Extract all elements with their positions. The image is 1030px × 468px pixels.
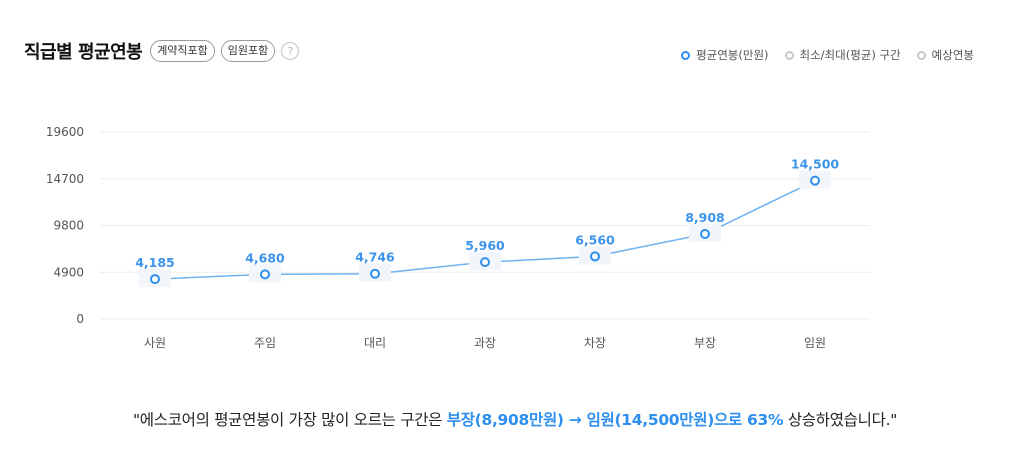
y-tick-label: 0 [76, 312, 84, 326]
y-tick-label: 9800 [53, 219, 84, 233]
summary-suffix: 상승하였습니다." [783, 411, 898, 429]
data-label: 4,680 [245, 250, 285, 265]
legend-label: 최소/최대(평균) 구간 [799, 48, 901, 62]
legend-dot-icon [681, 50, 691, 60]
x-tick-label: 과장 [474, 336, 496, 350]
x-tick-label: 주임 [254, 336, 276, 350]
data-point [810, 175, 820, 186]
data-label: 4,746 [355, 250, 395, 265]
legend-label: 예상연봉 [931, 48, 974, 62]
data-label: 6,560 [575, 232, 615, 247]
data-point [590, 251, 600, 262]
legend-item-average[interactable]: 평균연봉(만원) [681, 47, 769, 63]
summary-text: "에스코어의 평균연봉이 가장 많이 오르는 구간은 부장(8,908만원) →… [0, 408, 1030, 430]
data-point [370, 268, 380, 279]
line-chart: 0 4900 9800 14700 19600 사원 주임 대리 과장 차장 부장 임원 4,185 4,… [46, 125, 870, 350]
chart-title: 직급별 평균연봉 [24, 42, 143, 63]
legend-dot-icon [916, 50, 926, 60]
x-tick-label: 사원 [144, 336, 166, 350]
data-point [260, 269, 270, 280]
legend-dot-icon [784, 50, 794, 60]
contract-include-toggle[interactable]: 계약직포함 [150, 40, 215, 62]
help-icon[interactable]: ? [281, 42, 300, 60]
legend-item-expected[interactable]: 예상연봉 [916, 47, 974, 63]
legend-item-range[interactable]: 최소/최대(평균) 구간 [784, 47, 901, 63]
data-point [150, 274, 160, 285]
title-row: 직급별 평균연봉 계약직포함 임원포함 ? [24, 38, 300, 64]
y-tick-label: 4900 [53, 265, 84, 279]
data-label: 4,185 [135, 255, 175, 270]
chart-legend: 평균연봉(만원) 최소/최대(평균) 구간 예상연봉 [681, 47, 974, 63]
executive-include-toggle[interactable]: 임원포함 [220, 40, 276, 62]
summary-highlight: 부장(8,908만원) → 임원(14,500만원)으로 63% [446, 411, 784, 429]
x-tick-label: 대리 [364, 336, 386, 350]
y-tick-label: 19600 [46, 125, 84, 139]
data-label: 14,500 [791, 157, 840, 172]
data-point [480, 257, 490, 268]
data-point [700, 229, 710, 240]
legend-label: 평균연봉(만원) [696, 48, 769, 62]
data-label: 5,960 [465, 238, 505, 253]
data-label: 8,908 [685, 210, 725, 225]
x-tick-label: 차장 [584, 336, 606, 350]
x-tick-label: 부장 [694, 336, 716, 350]
y-tick-label: 14700 [46, 172, 84, 186]
x-tick-label: 임원 [804, 336, 826, 350]
summary-prefix: "에스코어의 평균연봉이 가장 많이 오르는 구간은 [132, 411, 447, 429]
